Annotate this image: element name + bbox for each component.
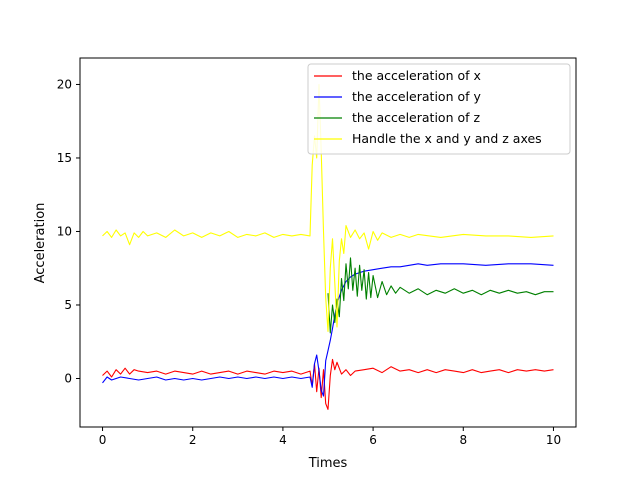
series-line-3 — [327, 257, 554, 334]
x-tick-label: 4 — [279, 433, 287, 447]
series-line-4 — [102, 83, 554, 332]
x-axis-label: Times — [308, 456, 348, 471]
x-tick-label: 10 — [546, 433, 561, 447]
legend-label: Handle the x and y and z axes — [352, 131, 542, 146]
x-axis-ticks: 0 2 4 6 8 10 — [99, 427, 561, 447]
y-axis-label: Acceleration — [33, 203, 48, 284]
x-tick-label: 0 — [99, 433, 107, 447]
y-tick-label: 10 — [57, 224, 72, 238]
series-line-1 — [102, 358, 554, 410]
x-tick-label: 2 — [189, 433, 197, 447]
legend: the acceleration of x the acceleration of… — [307, 63, 571, 155]
series-layer — [102, 83, 554, 410]
x-tick-label: 8 — [459, 433, 467, 447]
legend-label: the acceleration of z — [352, 110, 480, 125]
y-tick-label: 0 — [64, 371, 72, 385]
y-tick-label: 20 — [57, 77, 72, 91]
y-tick-label: 5 — [64, 298, 72, 312]
series-line-2 — [102, 263, 554, 397]
y-axis-ticks: 0 5 10 15 20 — [57, 77, 80, 385]
legend-label: the acceleration of x — [352, 68, 481, 83]
y-tick-label: 15 — [57, 151, 72, 165]
legend-box — [307, 63, 571, 155]
legend-label: the acceleration of y — [352, 89, 481, 104]
plot-frame — [79, 57, 577, 428]
x-tick-label: 6 — [369, 433, 377, 447]
